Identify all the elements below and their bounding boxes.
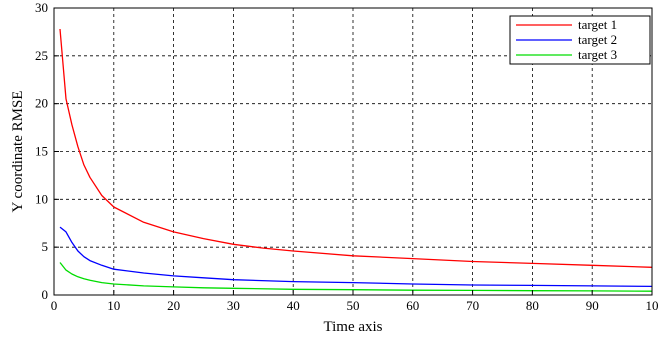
series-lines — [60, 29, 652, 291]
x-axis-label: Time axis — [323, 319, 382, 335]
x-tick-label: 40 — [287, 298, 300, 313]
y-tick-label: 5 — [42, 239, 49, 254]
y-tick-label: 10 — [35, 191, 48, 206]
y-tick-label: 15 — [35, 144, 48, 159]
x-tick-label: 0 — [51, 298, 58, 313]
legend-label-2: target 2 — [578, 32, 617, 47]
series-line-2 — [60, 227, 652, 286]
x-tick-label: 20 — [167, 298, 180, 313]
x-tick-label: 50 — [347, 298, 360, 313]
y-tick-label: 25 — [35, 48, 48, 63]
x-tick-label: 70 — [466, 298, 479, 313]
series-line-1 — [60, 29, 652, 267]
series-line-3 — [60, 263, 652, 292]
y-axis-label: Y coordinate RMSE — [10, 91, 26, 213]
y-tick-label: 30 — [35, 0, 48, 15]
legend-label-1: target 1 — [578, 17, 617, 32]
y-tick-label: 20 — [35, 96, 48, 111]
x-tick-label: 30 — [227, 298, 240, 313]
legend-label-3: target 3 — [578, 47, 617, 62]
y-tick-label: 0 — [42, 287, 49, 302]
x-tick-label: 90 — [586, 298, 599, 313]
x-tick-label: 10 — [107, 298, 120, 313]
x-tick-label: 60 — [406, 298, 419, 313]
x-tick-label: 80 — [526, 298, 539, 313]
x-tick-label: 10 — [646, 298, 658, 313]
